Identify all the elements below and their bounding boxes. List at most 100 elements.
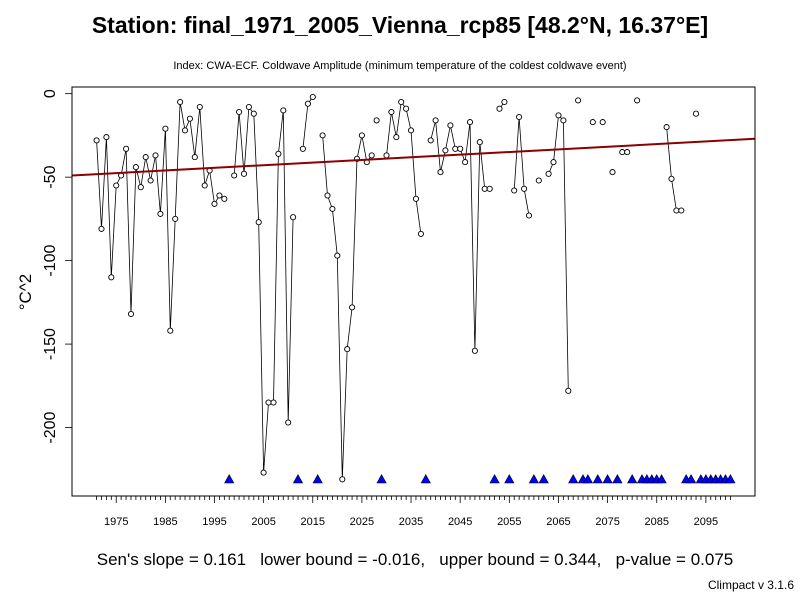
x-tick-label: 1975: [104, 516, 128, 528]
data-point: [221, 195, 228, 202]
data-point: [545, 170, 552, 177]
data-point: [123, 145, 130, 152]
missing-year-marker: [725, 474, 736, 484]
missing-year-marker: [376, 474, 387, 484]
missing-year-marker: [489, 474, 500, 484]
data-point: [344, 346, 351, 353]
missing-year-marker: [224, 474, 235, 484]
data-point: [275, 150, 282, 157]
data-point: [521, 185, 528, 192]
y-tick-label: 0: [42, 89, 59, 98]
data-point: [403, 105, 410, 112]
chart-title: Station: final_1971_2005_Vienna_rcp85 [4…: [91, 12, 709, 38]
data-point: [432, 117, 439, 124]
data-point: [501, 98, 508, 106]
data-point: [624, 149, 631, 156]
data-point: [417, 230, 424, 237]
missing-year-marker: [420, 474, 431, 484]
data-point: [452, 145, 459, 152]
data-point: [216, 192, 223, 199]
data-point: [555, 112, 562, 119]
y-tick-label: -200: [42, 411, 59, 443]
missing-marker-layer: [224, 474, 736, 484]
data-point: [186, 115, 193, 122]
x-tick-label: 2055: [497, 516, 521, 528]
missing-year-marker: [627, 474, 638, 484]
data-point: [309, 93, 316, 101]
data-point: [457, 145, 464, 152]
data-point: [398, 98, 405, 106]
data-point: [270, 399, 277, 406]
data-point: [496, 105, 503, 112]
series-line: [233, 105, 294, 473]
data-point: [181, 127, 189, 134]
y-tick-label: -50: [42, 165, 59, 188]
data-point: [466, 119, 474, 126]
data-point: [692, 110, 700, 117]
data-point: [113, 182, 120, 189]
data-point: [132, 164, 139, 171]
x-tick-label: 2045: [448, 516, 472, 528]
data-point: [211, 200, 218, 207]
data-point: [324, 192, 331, 199]
data-point: [265, 399, 272, 406]
trend-line: [71, 137, 756, 177]
data-point: [250, 110, 257, 117]
series-line: [513, 116, 530, 216]
x-tick-label: 2035: [399, 516, 423, 528]
missing-year-marker: [592, 474, 603, 484]
missing-year-marker: [602, 474, 613, 484]
data-point: [260, 469, 267, 476]
series-line: [386, 100, 422, 234]
data-point: [486, 185, 493, 192]
x-tick-label: 2075: [595, 516, 619, 528]
data-point: [619, 149, 626, 156]
data-point: [673, 207, 680, 214]
data-point: [437, 169, 444, 176]
data-point: [447, 122, 454, 129]
data-point: [368, 152, 375, 159]
missing-year-marker: [612, 474, 623, 484]
data-point: [471, 347, 478, 354]
data-point: [172, 215, 179, 222]
x-tick-label: 2005: [251, 516, 275, 528]
x-tick-label: 2065: [546, 516, 570, 528]
y-tick-label: -100: [42, 244, 59, 276]
data-point: [388, 108, 395, 116]
data-point: [245, 103, 252, 111]
data-point: [201, 182, 208, 189]
x-tick-label: 2025: [350, 516, 374, 528]
series-line: [666, 127, 682, 211]
y-tick-label: -150: [42, 328, 59, 360]
data-point: [678, 207, 685, 214]
data-point: [93, 137, 100, 144]
data-point: [255, 219, 262, 226]
data-point: [196, 103, 203, 111]
data-point: [299, 145, 306, 152]
data-point: [240, 170, 248, 177]
data-point: [152, 152, 159, 159]
data-point: [285, 419, 292, 426]
data-point: [476, 139, 483, 146]
x-tick-label: 1995: [202, 516, 226, 528]
data-point: [290, 214, 297, 221]
data-point: [560, 117, 567, 124]
data-point: [511, 187, 518, 194]
y-axis-label: °C^2: [16, 274, 35, 311]
data-point: [481, 185, 488, 192]
missing-year-marker: [568, 474, 579, 484]
data-point: [103, 134, 110, 141]
missing-year-marker: [538, 474, 549, 484]
data-point: [373, 117, 380, 124]
data-point: [319, 132, 326, 139]
data-point: [575, 97, 582, 104]
data-point: [609, 169, 616, 176]
missing-year-marker: [292, 474, 304, 484]
data-point: [127, 310, 135, 318]
missing-year-marker: [685, 474, 697, 484]
data-point: [191, 154, 198, 161]
data-point: [383, 152, 390, 159]
x-tick-label: 2015: [301, 516, 325, 528]
data-point: [98, 225, 105, 232]
x-tick-label: 2085: [644, 516, 668, 528]
